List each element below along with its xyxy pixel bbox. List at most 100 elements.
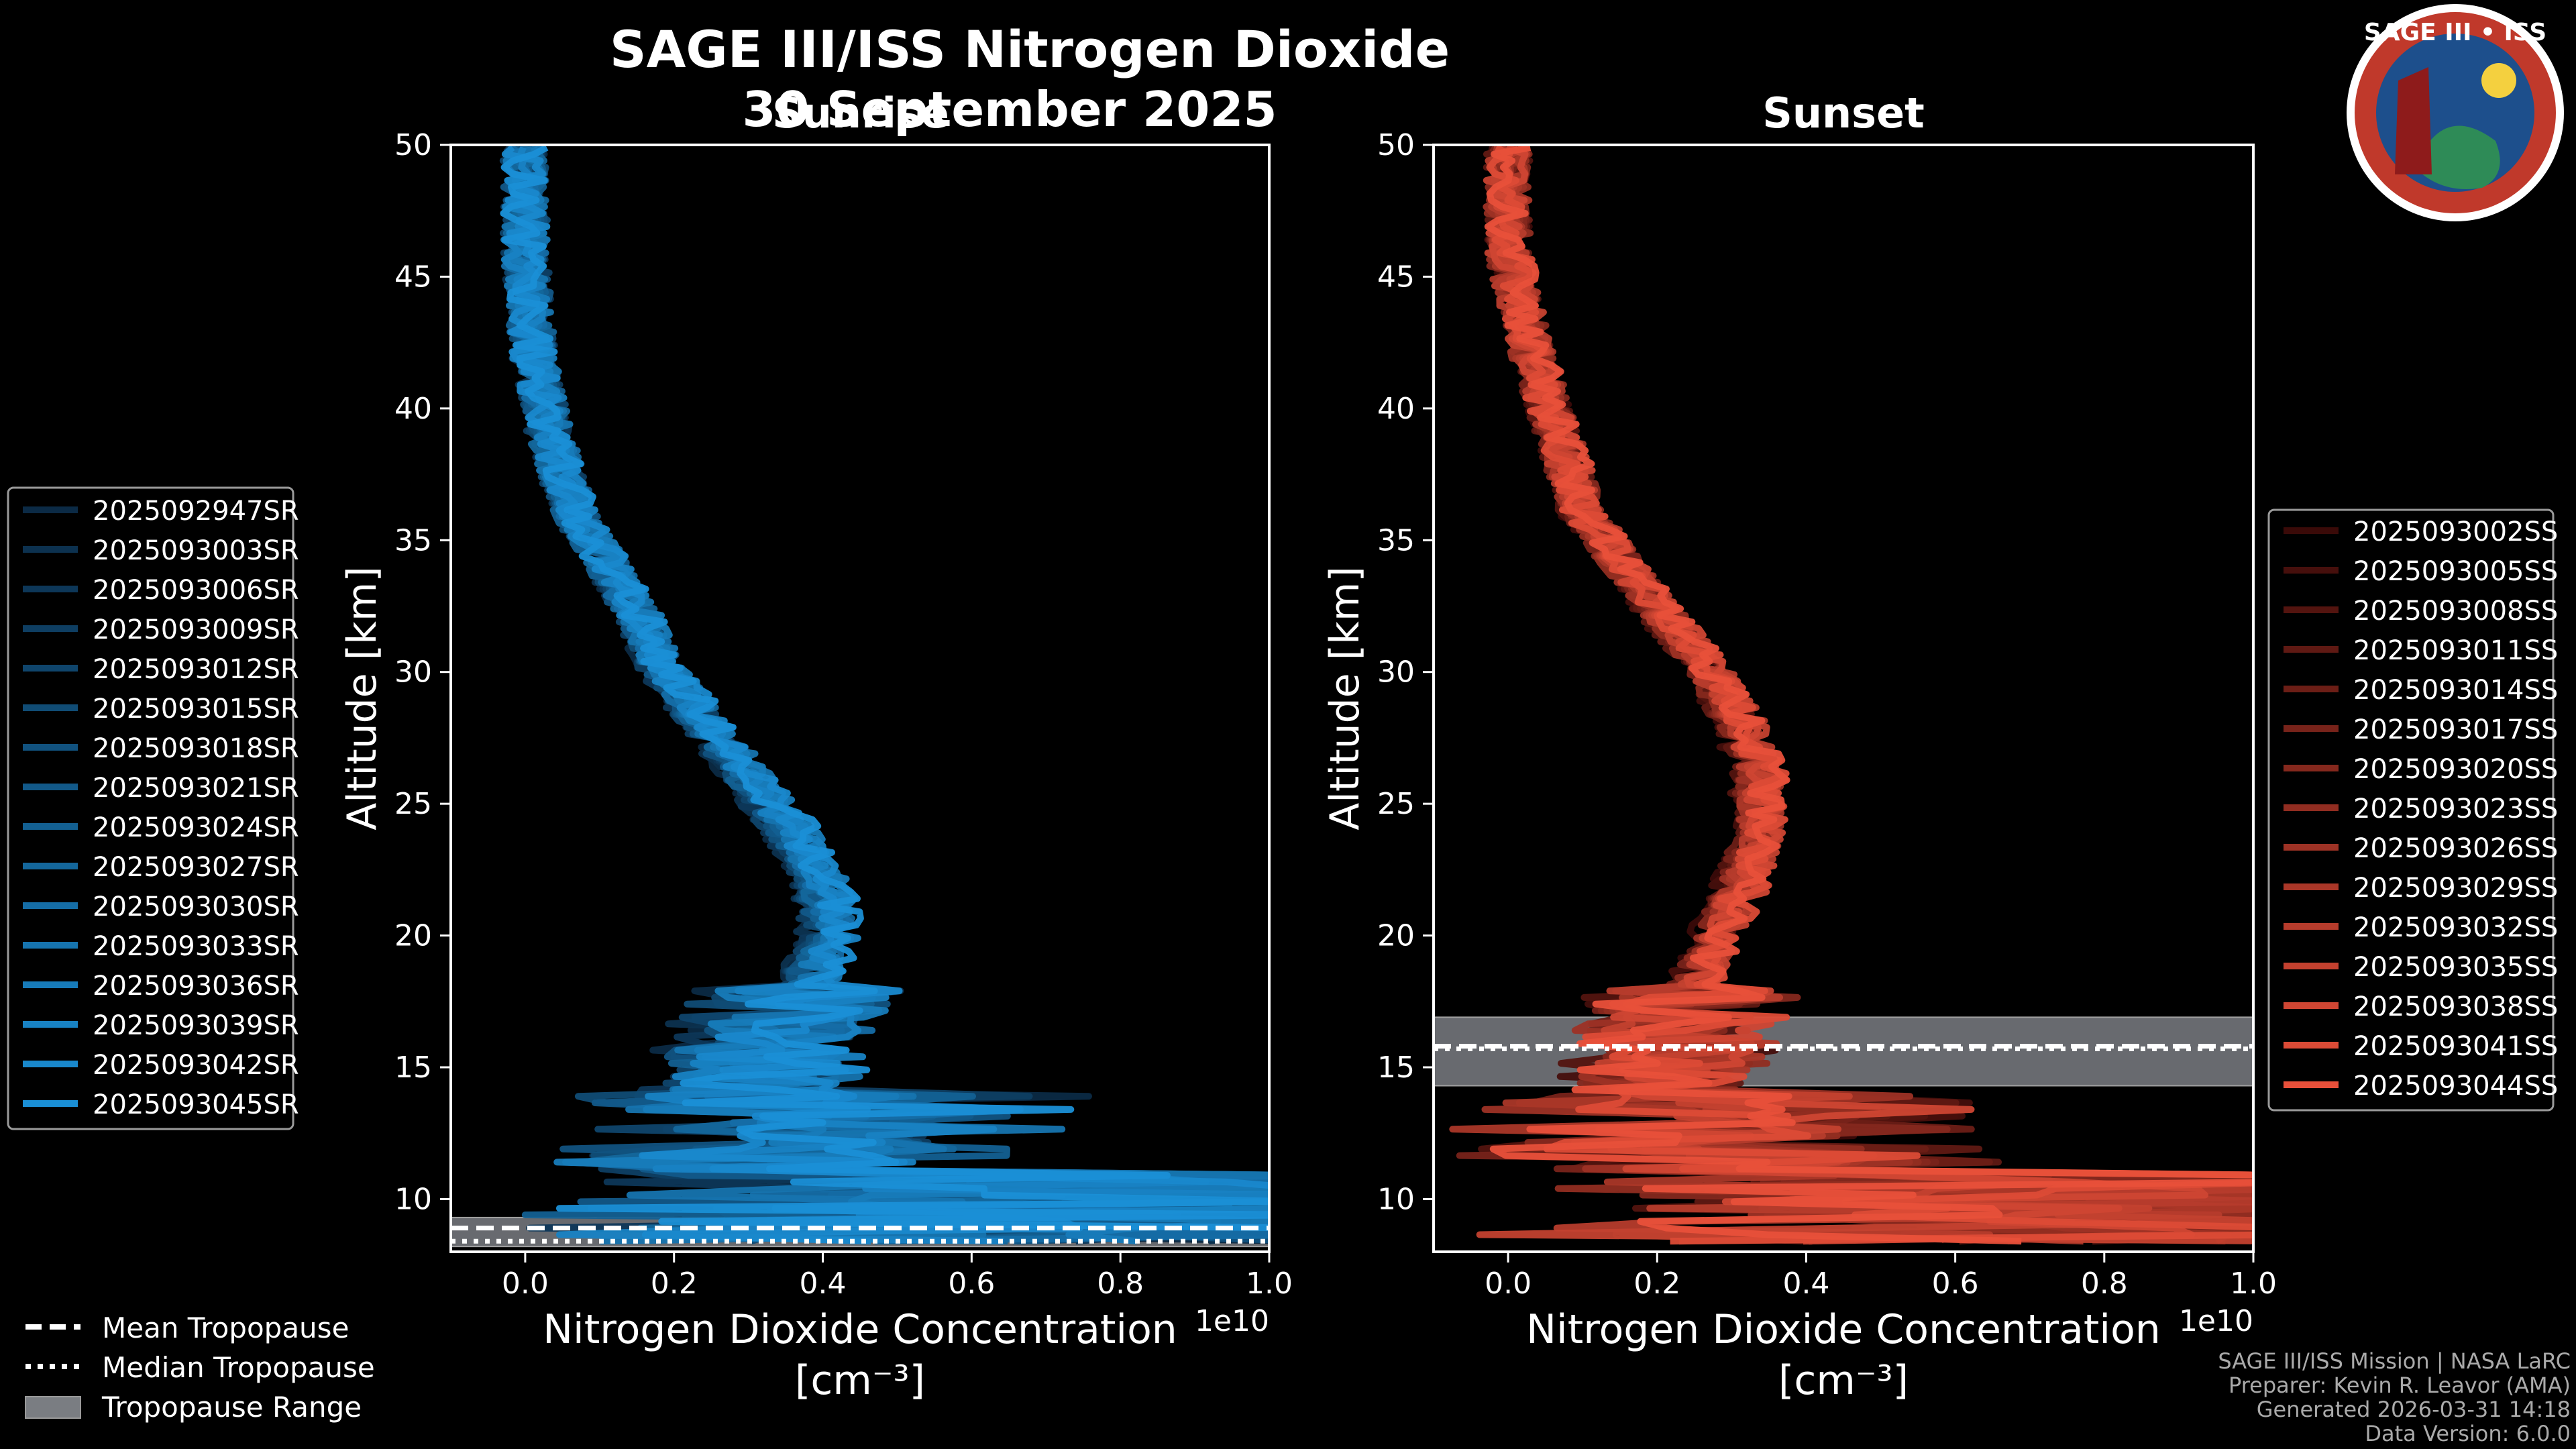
x-tick-label: 0.8 bbox=[2081, 1267, 2128, 1301]
sunset-plot-frame bbox=[1432, 144, 2255, 1253]
sunrise-x-multiplier: 1e10 bbox=[1195, 1304, 1269, 1338]
x-tick-label: 1.0 bbox=[2230, 1267, 2277, 1301]
legend-label: 2025093017SS bbox=[2353, 714, 2558, 745]
x-tick-label: 0.0 bbox=[502, 1267, 549, 1301]
x-tick-label: 1.0 bbox=[1246, 1267, 1293, 1301]
y-tick-label: 40 bbox=[1377, 392, 1415, 426]
y-tick-label: 10 bbox=[394, 1182, 432, 1216]
x-tick-label: 0.0 bbox=[1485, 1267, 1532, 1301]
sunset-x-axis-unit: [cm⁻³] bbox=[1778, 1357, 1909, 1404]
sunset-panel: 0.0 0.2 0.4 0.6 0.8 1.0 10 15 20 25 30 35 40 45 50 Ni… bbox=[1322, 128, 2277, 1404]
legend-label: 2025093020SS bbox=[2353, 754, 2558, 785]
sunset-legend: 2025093002SS 2025093005SS 2025093008SS 2025… bbox=[2267, 508, 2558, 1112]
y-tick-label: 35 bbox=[1377, 523, 1415, 557]
legend-label: 2025092947SR bbox=[93, 496, 299, 527]
sunset-panel-title: Sunset bbox=[1762, 89, 1925, 138]
sunrise-panel: 0.0 0.2 0.4 0.6 0.8 1.0 10 15 20 25 30 35 40 45 50 Ni… bbox=[339, 128, 1293, 1404]
y-tick-label: 50 bbox=[394, 128, 432, 162]
legend-label: 2025093012SR bbox=[93, 654, 299, 685]
mean-tropopause-label: Mean Tropopause bbox=[102, 1311, 349, 1344]
footer-data-version: Data Version: 6.0.0 bbox=[2365, 1421, 2571, 1446]
sunrise-y-ticks: 10 15 20 25 30 35 40 45 50 bbox=[394, 128, 451, 1216]
legend-label: 2025093033SR bbox=[93, 931, 299, 962]
profile-line-2025093045SR bbox=[500, 145, 1269, 1232]
y-tick-label: 40 bbox=[394, 392, 432, 426]
y-tick-label: 20 bbox=[1377, 919, 1415, 953]
x-tick-label: 0.2 bbox=[651, 1267, 698, 1301]
legend-label: 2025093030SR bbox=[93, 892, 299, 922]
legend-label: 2025093008SS bbox=[2353, 596, 2558, 627]
median-tropopause-label: Median Tropopause bbox=[102, 1351, 375, 1384]
sunrise-legend-box bbox=[7, 486, 294, 1130]
legend-label: 2025093035SS bbox=[2353, 952, 2558, 983]
legend-label: 2025093029SS bbox=[2353, 873, 2558, 904]
profile-line-2025093042SR bbox=[501, 145, 1269, 1245]
logo-sun-icon bbox=[2481, 63, 2516, 98]
logo-text: SAGE III • ISS bbox=[2364, 19, 2546, 46]
sunset-tropopause-lines bbox=[1434, 1044, 2253, 1051]
legend-label: 2025093036SR bbox=[93, 971, 299, 1002]
sunset-y-ticks: 10 15 20 25 30 35 40 45 50 bbox=[1377, 128, 1434, 1216]
y-tick-label: 45 bbox=[394, 260, 432, 294]
footer-mission: SAGE III/ISS Mission | NASA LaRC bbox=[2218, 1348, 2571, 1374]
legend-label: 2025093038SS bbox=[2353, 991, 2558, 1022]
legend-label: 2025093009SR bbox=[93, 614, 299, 645]
tropopause-legend: Mean Tropopause Median Tropopause Tropop… bbox=[25, 1311, 375, 1424]
sunset-legend-box bbox=[2267, 508, 2555, 1112]
sunrise-y-axis-label: Altitude [km] bbox=[339, 566, 386, 830]
x-tick-label: 0.4 bbox=[800, 1267, 847, 1301]
footer-credits: SAGE III/ISS Mission | NASA LaRC Prepare… bbox=[2218, 1348, 2571, 1446]
chart-date: 30 September 2025 bbox=[742, 81, 1277, 138]
legend-label: 2025093039SR bbox=[93, 1010, 299, 1041]
tropopause-range-swatch bbox=[25, 1396, 81, 1419]
legend-label: 2025093045SR bbox=[93, 1089, 299, 1120]
x-tick-label: 0.2 bbox=[1633, 1267, 1680, 1301]
legend-label: 2025093006SR bbox=[93, 575, 299, 606]
sunrise-x-axis-label: Nitrogen Dioxide Concentration bbox=[543, 1306, 1177, 1353]
legend-label: 2025093018SR bbox=[93, 733, 299, 764]
footer-preparer: Preparer: Kevin R. Leavor (AMA) bbox=[2229, 1373, 2571, 1398]
sunrise-legend: 2025092947SR 2025093003SR 2025093006SR 2025… bbox=[7, 486, 299, 1130]
sunset-x-multiplier: 1e10 bbox=[2179, 1304, 2253, 1338]
y-tick-label: 30 bbox=[394, 655, 432, 690]
legend-label: 2025093026SS bbox=[2353, 833, 2558, 864]
sunrise-x-ticks: 0.0 0.2 0.4 0.6 0.8 1.0 bbox=[502, 1252, 1293, 1301]
y-tick-label: 25 bbox=[394, 787, 432, 821]
tropopause-range-band bbox=[1434, 1016, 2253, 1087]
legend-label: 2025093027SR bbox=[93, 852, 299, 883]
legend-label: 2025093042SR bbox=[93, 1050, 299, 1081]
y-tick-label: 50 bbox=[1377, 128, 1415, 162]
y-tick-label: 25 bbox=[1377, 787, 1415, 821]
sunrise-profile-lines bbox=[499, 145, 1269, 1245]
legend-label: 2025093005SS bbox=[2353, 556, 2558, 587]
y-tick-label: 45 bbox=[1377, 260, 1415, 294]
legend-label: 2025093014SS bbox=[2353, 675, 2558, 706]
sunset-tropopause-range bbox=[1434, 1016, 2253, 1087]
y-tick-label: 20 bbox=[394, 919, 432, 953]
chart-title: SAGE III/ISS Nitrogen Dioxide bbox=[610, 19, 1450, 79]
legend-label: 2025093041SS bbox=[2353, 1031, 2558, 1062]
y-tick-label: 10 bbox=[1377, 1182, 1415, 1216]
sunset-profile-lines bbox=[1449, 145, 2253, 1245]
legend-label: 2025093015SR bbox=[93, 694, 299, 724]
legend-label: 2025093024SR bbox=[93, 812, 299, 843]
sunrise-x-axis-unit: [cm⁻³] bbox=[795, 1357, 925, 1404]
tropopause-range-label: Tropopause Range bbox=[101, 1391, 362, 1424]
legend-label: 2025093021SR bbox=[93, 773, 299, 804]
x-tick-label: 0.6 bbox=[948, 1267, 995, 1301]
legend-label: 2025093002SS bbox=[2353, 517, 2558, 547]
sage-iii-iss-mission-logo: SAGE III • ISS bbox=[2347, 4, 2564, 221]
y-tick-label: 15 bbox=[394, 1051, 432, 1085]
legend-label: 2025093003SR bbox=[93, 535, 299, 566]
sunset-y-axis-label: Altitude [km] bbox=[1322, 566, 1368, 830]
legend-label: 2025093032SS bbox=[2353, 912, 2558, 943]
y-tick-label: 35 bbox=[394, 523, 432, 557]
footer-generated: Generated 2026-03-31 14:18 bbox=[2257, 1397, 2571, 1422]
logo-earth-icon bbox=[2415, 125, 2500, 189]
sunset-x-ticks: 0.0 0.2 0.4 0.6 0.8 1.0 bbox=[1485, 1252, 2277, 1301]
legend-label: 2025093044SS bbox=[2353, 1071, 2558, 1102]
legend-label: 2025093023SS bbox=[2353, 794, 2558, 824]
logo-figure-icon bbox=[2395, 67, 2432, 174]
y-tick-label: 15 bbox=[1377, 1051, 1415, 1085]
